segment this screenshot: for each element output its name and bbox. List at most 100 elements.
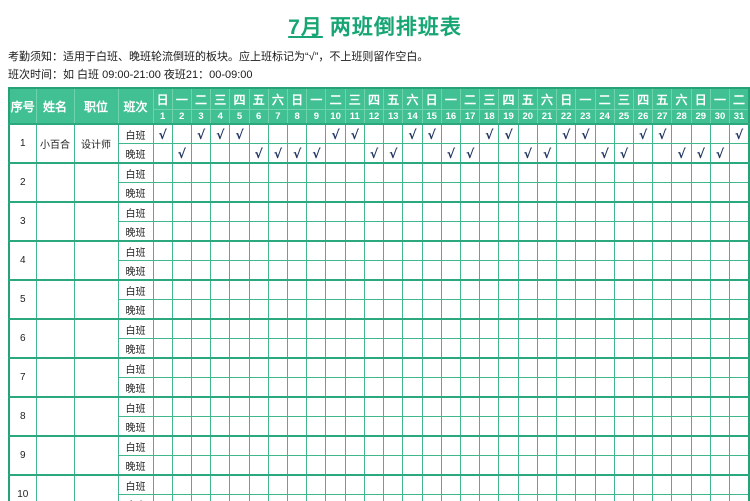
day-shift-mark-cell[interactable] bbox=[344, 435, 365, 456]
night-shift-mark-cell[interactable] bbox=[479, 260, 500, 281]
night-shift-mark-cell[interactable] bbox=[517, 416, 538, 437]
night-shift-mark-cell[interactable] bbox=[632, 416, 654, 437]
night-shift-mark-cell[interactable] bbox=[498, 494, 519, 501]
night-shift-mark-cell[interactable] bbox=[498, 338, 519, 359]
night-shift-mark-cell[interactable]: √ bbox=[171, 143, 192, 164]
day-shift-mark-cell[interactable] bbox=[517, 474, 538, 495]
day-shift-mark-cell[interactable] bbox=[152, 279, 173, 300]
night-shift-mark-cell[interactable] bbox=[171, 221, 192, 242]
day-shift-mark-cell[interactable]: √ bbox=[402, 123, 423, 144]
day-shift-mark-cell[interactable] bbox=[671, 396, 692, 417]
night-shift-mark-cell[interactable] bbox=[498, 143, 519, 164]
night-shift-mark-cell[interactable] bbox=[383, 260, 404, 281]
night-shift-mark-cell[interactable] bbox=[306, 455, 327, 476]
night-shift-mark-cell[interactable] bbox=[459, 494, 481, 501]
night-shift-mark-cell[interactable] bbox=[517, 260, 538, 281]
day-shift-mark-cell[interactable] bbox=[440, 240, 462, 261]
night-shift-mark-cell[interactable] bbox=[383, 182, 404, 203]
day-shift-mark-cell[interactable] bbox=[421, 162, 442, 183]
night-shift-mark-cell[interactable] bbox=[594, 494, 615, 501]
night-shift-mark-cell[interactable] bbox=[690, 299, 711, 320]
night-shift-mark-cell[interactable] bbox=[709, 455, 731, 476]
night-shift-mark-cell[interactable] bbox=[690, 182, 711, 203]
day-shift-mark-cell[interactable] bbox=[287, 357, 308, 378]
night-shift-mark-cell[interactable]: √ bbox=[690, 143, 711, 164]
day-shift-mark-cell[interactable] bbox=[421, 357, 442, 378]
night-shift-mark-cell[interactable] bbox=[287, 494, 308, 501]
day-shift-mark-cell[interactable] bbox=[421, 201, 442, 222]
night-shift-mark-cell[interactable] bbox=[671, 338, 692, 359]
night-shift-mark-cell[interactable] bbox=[709, 260, 731, 281]
day-shift-mark-cell[interactable] bbox=[363, 123, 385, 144]
night-shift-mark-cell[interactable] bbox=[498, 455, 519, 476]
night-shift-mark-cell[interactable] bbox=[459, 377, 481, 398]
night-shift-mark-cell[interactable] bbox=[729, 260, 750, 281]
day-shift-mark-cell[interactable] bbox=[383, 201, 404, 222]
day-shift-mark-cell[interactable] bbox=[671, 435, 692, 456]
day-shift-mark-cell[interactable] bbox=[498, 357, 519, 378]
night-shift-mark-cell[interactable] bbox=[152, 377, 173, 398]
day-shift-mark-cell[interactable] bbox=[709, 396, 731, 417]
night-shift-mark-cell[interactable] bbox=[287, 338, 308, 359]
day-shift-mark-cell[interactable] bbox=[632, 318, 654, 339]
day-shift-mark-cell[interactable] bbox=[479, 435, 500, 456]
night-shift-mark-cell[interactable] bbox=[498, 377, 519, 398]
night-shift-mark-cell[interactable] bbox=[152, 182, 173, 203]
night-shift-mark-cell[interactable] bbox=[287, 455, 308, 476]
day-shift-label-cell[interactable]: 白班 bbox=[117, 435, 154, 456]
day-shift-mark-cell[interactable] bbox=[344, 474, 365, 495]
day-shift-mark-cell[interactable] bbox=[267, 474, 289, 495]
day-shift-mark-cell[interactable] bbox=[536, 318, 558, 339]
night-shift-mark-cell[interactable] bbox=[498, 260, 519, 281]
day-shift-mark-cell[interactable] bbox=[171, 162, 192, 183]
row-number-cell[interactable]: 6 bbox=[8, 318, 37, 359]
row-number-cell[interactable]: 9 bbox=[8, 435, 37, 476]
night-shift-mark-cell[interactable] bbox=[632, 143, 654, 164]
night-shift-mark-cell[interactable]: √ bbox=[267, 143, 289, 164]
night-shift-mark-cell[interactable] bbox=[536, 377, 558, 398]
night-shift-mark-cell[interactable] bbox=[306, 338, 327, 359]
day-shift-mark-cell[interactable] bbox=[190, 474, 212, 495]
day-shift-mark-cell[interactable] bbox=[729, 474, 750, 495]
day-shift-mark-cell[interactable] bbox=[363, 357, 385, 378]
night-shift-mark-cell[interactable] bbox=[421, 494, 442, 501]
day-shift-mark-cell[interactable] bbox=[421, 474, 442, 495]
night-shift-mark-cell[interactable] bbox=[556, 260, 577, 281]
night-shift-mark-cell[interactable] bbox=[363, 182, 385, 203]
night-shift-mark-cell[interactable] bbox=[594, 455, 615, 476]
day-shift-mark-cell[interactable] bbox=[402, 240, 423, 261]
day-shift-mark-cell[interactable] bbox=[287, 396, 308, 417]
day-shift-mark-cell[interactable] bbox=[267, 162, 289, 183]
night-shift-mark-cell[interactable] bbox=[690, 260, 711, 281]
day-shift-mark-cell[interactable] bbox=[440, 474, 462, 495]
day-shift-mark-cell[interactable] bbox=[613, 396, 634, 417]
night-shift-mark-cell[interactable] bbox=[248, 416, 269, 437]
night-shift-mark-cell[interactable] bbox=[383, 299, 404, 320]
day-shift-mark-cell[interactable] bbox=[190, 201, 212, 222]
night-shift-mark-cell[interactable] bbox=[267, 338, 289, 359]
day-shift-mark-cell[interactable] bbox=[459, 396, 481, 417]
day-shift-mark-cell[interactable] bbox=[709, 240, 731, 261]
night-shift-mark-cell[interactable] bbox=[171, 338, 192, 359]
day-shift-mark-cell[interactable] bbox=[729, 240, 750, 261]
day-shift-mark-cell[interactable] bbox=[479, 279, 500, 300]
night-shift-mark-cell[interactable] bbox=[594, 377, 615, 398]
day-shift-mark-cell[interactable] bbox=[690, 201, 711, 222]
day-shift-mark-cell[interactable] bbox=[479, 357, 500, 378]
night-shift-mark-cell[interactable] bbox=[632, 299, 654, 320]
night-shift-mark-cell[interactable] bbox=[306, 260, 327, 281]
day-shift-mark-cell[interactable] bbox=[363, 474, 385, 495]
night-shift-mark-cell[interactable] bbox=[402, 260, 423, 281]
day-shift-mark-cell[interactable] bbox=[152, 435, 173, 456]
day-shift-mark-cell[interactable] bbox=[613, 435, 634, 456]
day-shift-mark-cell[interactable]: √ bbox=[421, 123, 442, 144]
night-shift-mark-cell[interactable] bbox=[306, 377, 327, 398]
night-shift-mark-cell[interactable] bbox=[652, 221, 673, 242]
night-shift-mark-cell[interactable] bbox=[363, 377, 385, 398]
day-shift-mark-cell[interactable] bbox=[363, 240, 385, 261]
day-shift-mark-cell[interactable] bbox=[190, 162, 212, 183]
night-shift-mark-cell[interactable] bbox=[344, 299, 365, 320]
night-shift-mark-cell[interactable] bbox=[190, 494, 212, 501]
day-shift-mark-cell[interactable] bbox=[613, 279, 634, 300]
night-shift-mark-cell[interactable]: √ bbox=[671, 143, 692, 164]
